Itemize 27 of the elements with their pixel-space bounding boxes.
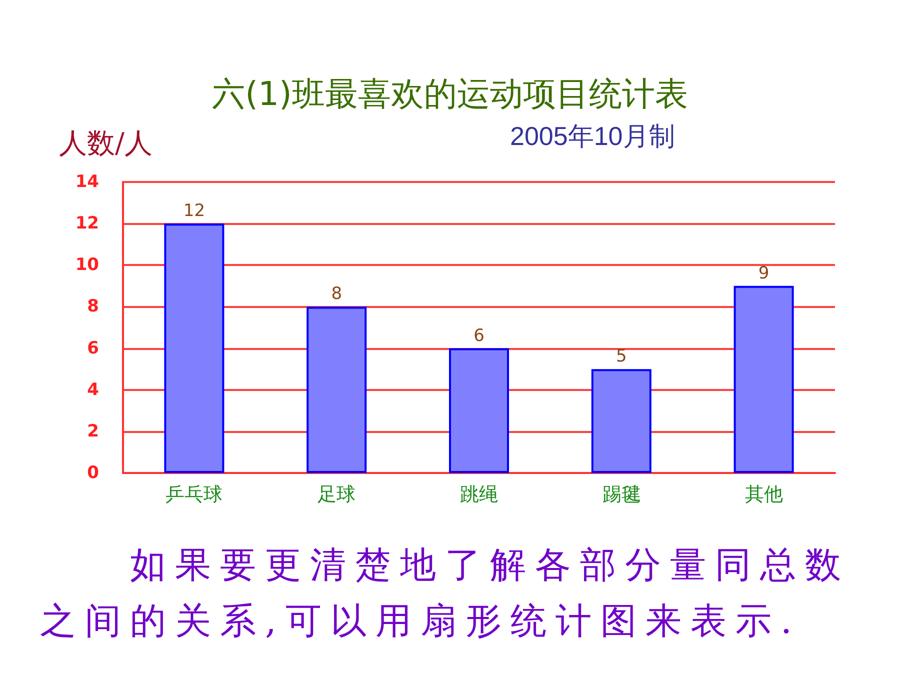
chart-title: 六(1)班最喜欢的运动项目统计表 <box>212 74 688 113</box>
data-label: 6 <box>474 326 484 346</box>
data-label: 5 <box>616 346 627 367</box>
data-label: 9 <box>758 263 770 284</box>
y-tick-label: 0 <box>87 463 100 483</box>
y-tick-label: 2 <box>87 421 99 442</box>
bar <box>306 306 367 473</box>
bar <box>449 348 509 473</box>
y-tick-label: 10 <box>75 255 100 276</box>
text: 如果要更清楚地了解各部分量同总数之间的关系,可以用扇形统计图来表示. <box>40 544 851 644</box>
x-tick-label: 踢毽 <box>602 484 640 506</box>
y-tick-label: 14 <box>75 172 100 192</box>
x-tick-label: 其他 <box>744 484 783 506</box>
bar <box>591 369 652 473</box>
y-axis-title: 人数/人 <box>59 126 152 160</box>
data-label: 8 <box>331 284 342 304</box>
y-tick-label: 8 <box>87 296 99 317</box>
y-tick-label: 4 <box>87 380 100 400</box>
x-tick-label: 跳绳 <box>460 484 498 506</box>
chart-subtitle: 2005年10月制 <box>510 121 675 151</box>
y-tick-label: 6 <box>87 338 99 358</box>
y-tick-label: 12 <box>75 214 99 234</box>
bar <box>164 224 224 473</box>
x-tick-label: 足球 <box>318 484 356 506</box>
data-label: 12 <box>183 201 206 222</box>
bar <box>734 286 794 473</box>
x-tick-label: 乒乓球 <box>166 484 223 506</box>
